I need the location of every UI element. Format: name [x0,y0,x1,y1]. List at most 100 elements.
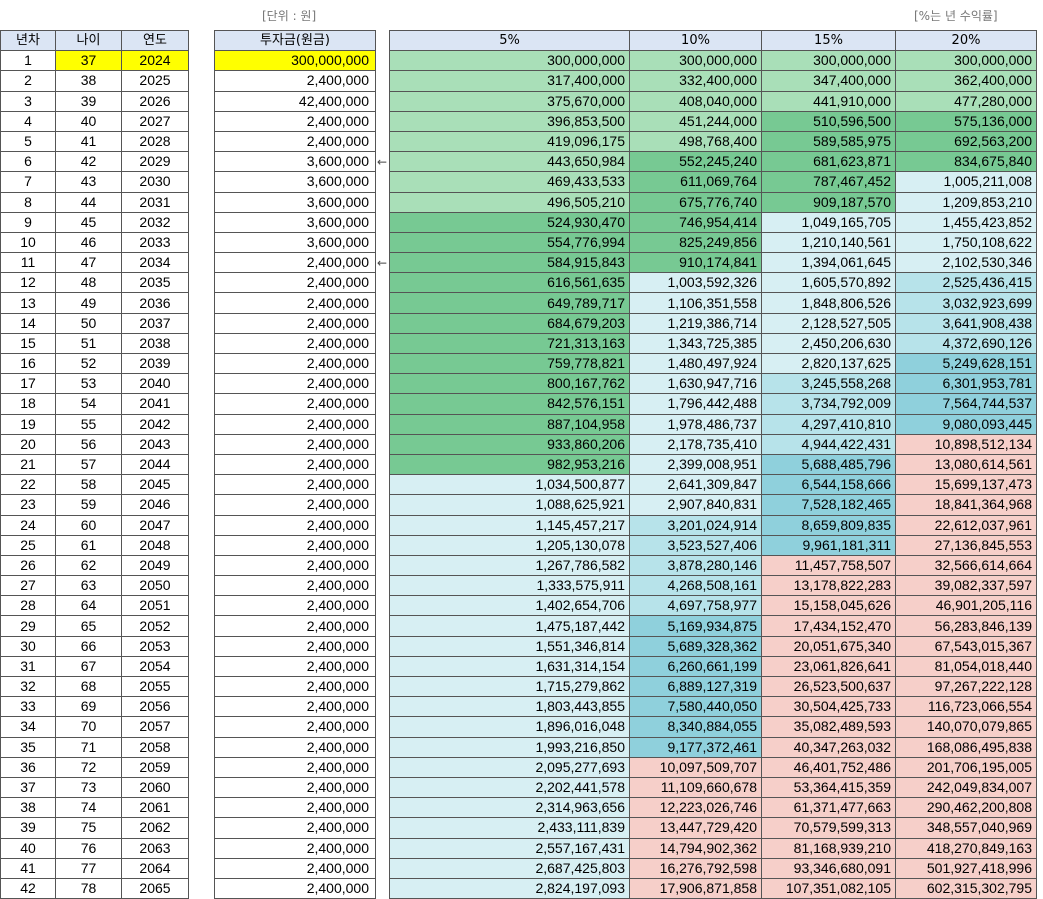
cell-rate-5[interactable]: 1,034,500,877 [389,474,630,496]
cell-year-no[interactable]: 10 [0,231,56,254]
cell-age[interactable]: 39 [55,90,122,112]
cell-rate-15[interactable]: 7,528,182,465 [761,494,896,516]
cell-age[interactable]: 51 [55,332,122,355]
cell-year-no[interactable]: 36 [0,756,56,778]
cell-rate-20[interactable]: 300,000,000 [895,50,1037,72]
cell-rate-15[interactable]: 107,351,082,105 [761,877,896,899]
cell-year-no[interactable]: 8 [0,191,56,213]
cell-year-no[interactable]: 1 [0,50,56,72]
cell-year[interactable]: 2049 [121,554,189,577]
cell-investment[interactable]: 2,400,000 [214,514,376,536]
cell-investment[interactable]: 2,400,000 [214,393,376,415]
cell-age[interactable]: 63 [55,575,122,597]
cell-rate-15[interactable]: 20,051,675,340 [761,635,896,657]
cell-age[interactable]: 66 [55,635,122,657]
cell-rate-10[interactable]: 746,954,414 [629,211,762,233]
cell-rate-15[interactable]: 35,082,489,593 [761,716,896,738]
cell-rate-5[interactable]: 2,433,111,839 [389,817,630,839]
cell-investment[interactable]: 2,400,000 [214,696,376,718]
cell-rate-15[interactable]: 11,457,758,507 [761,554,896,577]
cell-age[interactable]: 40 [55,110,122,132]
cell-year[interactable]: 2039 [121,352,189,375]
cell-investment[interactable]: 3,600,000 [214,171,376,193]
cell-investment[interactable]: 2,400,000 [214,817,376,839]
cell-age[interactable]: 64 [55,595,122,617]
cell-rate-10[interactable]: 13,447,729,420 [629,817,762,839]
cell-rate-10[interactable]: 4,268,508,161 [629,575,762,597]
cell-year[interactable]: 2061 [121,797,189,819]
cell-investment[interactable]: 2,400,000 [214,615,376,637]
cell-rate-10[interactable]: 451,244,000 [629,110,762,132]
cell-rate-20[interactable]: 5,249,628,151 [895,352,1037,375]
cell-investment[interactable]: 2,400,000 [214,655,376,678]
cell-year-no[interactable]: 37 [0,776,56,799]
header-rate-5[interactable]: 5% [389,29,630,52]
cell-year[interactable]: 2027 [121,110,189,132]
cell-year[interactable]: 2060 [121,776,189,799]
cell-investment[interactable]: 3,600,000 [214,211,376,233]
cell-rate-5[interactable]: 649,789,717 [389,292,630,314]
cell-year-no[interactable]: 22 [0,474,56,496]
cell-year-no[interactable]: 9 [0,211,56,233]
cell-rate-15[interactable]: 2,128,527,505 [761,312,896,334]
cell-rate-20[interactable]: 22,612,037,961 [895,514,1037,536]
cell-rate-15[interactable]: 1,605,570,892 [761,272,896,294]
cell-rate-10[interactable]: 11,109,660,678 [629,776,762,799]
cell-investment[interactable]: 2,400,000 [214,312,376,334]
cell-age[interactable]: 56 [55,433,122,455]
cell-investment[interactable]: 300,000,000 [214,50,376,72]
cell-year-no[interactable]: 34 [0,716,56,738]
cell-year[interactable]: 2041 [121,393,189,415]
cell-investment[interactable]: 2,400,000 [214,635,376,657]
cell-rate-5[interactable]: 1,803,443,855 [389,696,630,718]
cell-rate-20[interactable]: 834,675,840 [895,151,1037,173]
cell-rate-10[interactable]: 4,697,758,977 [629,595,762,617]
cell-year[interactable]: 2043 [121,433,189,455]
cell-age[interactable]: 60 [55,514,122,536]
cell-rate-15[interactable]: 589,585,975 [761,130,896,153]
cell-year[interactable]: 2051 [121,595,189,617]
cell-rate-10[interactable]: 1,343,725,385 [629,332,762,355]
cell-rate-10[interactable]: 6,260,661,199 [629,655,762,678]
cell-rate-5[interactable]: 584,915,843 [389,252,630,274]
cell-investment[interactable]: 2,400,000 [214,716,376,738]
cell-year[interactable]: 2029 [121,151,189,173]
cell-rate-15[interactable]: 23,061,826,641 [761,655,896,678]
cell-year[interactable]: 2032 [121,211,189,233]
cell-rate-15[interactable]: 15,158,045,626 [761,595,896,617]
cell-rate-20[interactable]: 27,136,845,553 [895,534,1037,556]
cell-age[interactable]: 65 [55,615,122,637]
cell-year[interactable]: 2050 [121,575,189,597]
cell-year-no[interactable]: 5 [0,130,56,153]
cell-rate-15[interactable]: 13,178,822,283 [761,575,896,597]
cell-age[interactable]: 75 [55,817,122,839]
cell-year[interactable]: 2063 [121,837,189,859]
cell-rate-5[interactable]: 1,631,314,154 [389,655,630,678]
cell-age[interactable]: 73 [55,776,122,799]
cell-year-no[interactable]: 13 [0,292,56,314]
cell-age[interactable]: 62 [55,554,122,577]
cell-investment[interactable]: 2,400,000 [214,776,376,799]
cell-rate-20[interactable]: 3,641,908,438 [895,312,1037,334]
cell-rate-20[interactable]: 7,564,744,537 [895,393,1037,415]
cell-investment[interactable]: 2,400,000 [214,352,376,375]
cell-year[interactable]: 2026 [121,90,189,112]
cell-rate-10[interactable]: 6,889,127,319 [629,675,762,698]
cell-rate-20[interactable]: 1,209,853,210 [895,191,1037,213]
cell-year-no[interactable]: 11 [0,252,56,274]
cell-year-no[interactable]: 28 [0,595,56,617]
cell-rate-15[interactable]: 909,187,570 [761,191,896,213]
cell-rate-5[interactable]: 1,088,625,921 [389,494,630,516]
cell-investment[interactable]: 2,400,000 [214,595,376,617]
cell-rate-15[interactable]: 40,347,263,032 [761,736,896,758]
cell-rate-15[interactable]: 5,688,485,796 [761,453,896,476]
cell-rate-10[interactable]: 17,906,871,858 [629,877,762,899]
cell-rate-10[interactable]: 9,177,372,461 [629,736,762,758]
cell-rate-10[interactable]: 300,000,000 [629,50,762,72]
cell-rate-20[interactable]: 9,080,093,445 [895,413,1037,435]
cell-year[interactable]: 2056 [121,696,189,718]
cell-year-no[interactable]: 3 [0,90,56,112]
cell-year-no[interactable]: 33 [0,696,56,718]
cell-year[interactable]: 2025 [121,70,189,92]
cell-rate-5[interactable]: 1,333,575,911 [389,575,630,597]
